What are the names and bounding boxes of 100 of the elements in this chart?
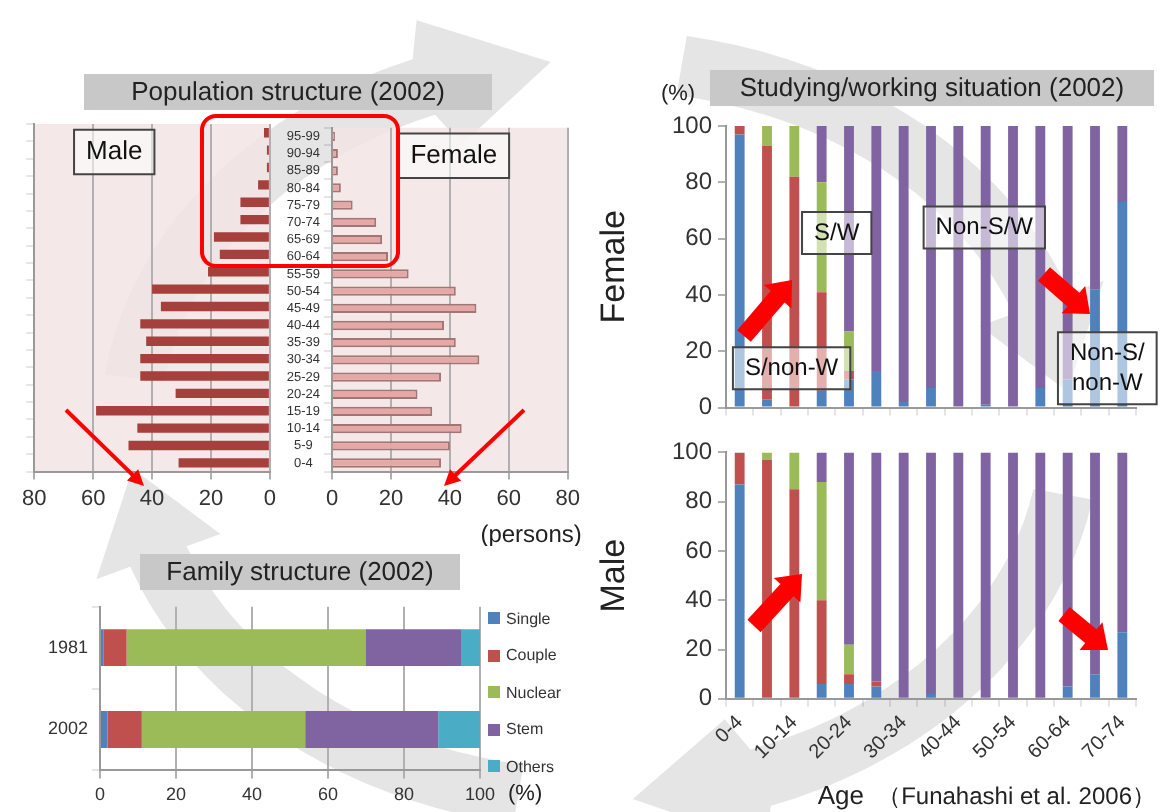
x-tick-label: 40: [139, 486, 165, 511]
bar: [101, 711, 108, 748]
bar: [126, 629, 366, 667]
bar: [844, 674, 854, 685]
bar: [734, 134, 745, 407]
x-tick-label: 40: [437, 486, 463, 511]
bar: [240, 214, 269, 225]
bar: [1117, 452, 1128, 633]
bar: [103, 629, 127, 667]
bar: [816, 126, 827, 183]
bar: [240, 197, 269, 207]
bar: [844, 452, 854, 645]
x-axis-title: Age: [817, 780, 864, 810]
y-tick-label: 0: [698, 683, 713, 712]
bar: [789, 452, 800, 490]
bar: [898, 401, 909, 407]
series-label: S/non-W: [744, 352, 840, 381]
bar: [953, 452, 964, 698]
legend-label: Couple: [506, 646, 557, 665]
x-tick-label: 20: [198, 486, 224, 511]
legend-label: Stem: [506, 720, 544, 739]
bar: [734, 452, 745, 485]
bar: [1090, 126, 1100, 290]
bar: [762, 399, 772, 407]
bar: [871, 126, 882, 371]
bar: [980, 452, 991, 698]
bar: [128, 440, 269, 451]
y-tick-label: 40: [685, 279, 713, 308]
bar: [816, 600, 827, 685]
x-tick-label: 60: [496, 486, 522, 511]
bar: [1035, 126, 1046, 388]
bar: [871, 681, 882, 687]
bar: [1062, 452, 1073, 687]
bar: [107, 711, 142, 748]
y-tick-label: 1981: [47, 636, 88, 657]
x-tick-label: 80: [21, 486, 47, 511]
bar: [438, 711, 480, 748]
bar: [1035, 387, 1046, 407]
bar: [762, 452, 772, 460]
bar: [1062, 379, 1073, 407]
bar: [152, 284, 269, 294]
y-tick-label: 100: [671, 437, 713, 466]
text: Male: [86, 135, 143, 166]
bar: [1090, 674, 1100, 698]
bar: [898, 452, 909, 698]
bar: [844, 644, 854, 675]
chart-title: Population structure (2002): [84, 74, 492, 110]
bar: [141, 711, 306, 748]
x-axis-title: (%): [508, 782, 543, 807]
bar: [1062, 686, 1073, 698]
y-tick-label: 40: [685, 584, 713, 613]
bar: [140, 371, 269, 381]
bar: [898, 126, 909, 402]
x-tick-label: 0: [325, 486, 339, 511]
x-tick-label: 20: [378, 486, 404, 511]
bar: [160, 301, 269, 312]
series-label: S/W: [814, 217, 861, 246]
x-tick-label: 40: [241, 784, 263, 805]
y-tick-label: 20: [685, 634, 713, 663]
x-tick-label: 80: [393, 784, 415, 805]
legend-label: Others: [506, 757, 555, 776]
bar: [146, 336, 269, 346]
bar: [366, 629, 461, 667]
bar: [844, 684, 854, 698]
y-tick-label: 60: [685, 223, 713, 252]
bar: [213, 232, 269, 242]
y-tick-label: 2002: [47, 718, 88, 739]
text: (%): [660, 82, 696, 106]
bar: [871, 370, 882, 407]
bar: [137, 423, 269, 433]
bar: [926, 387, 936, 407]
legend-label: Nuclear: [506, 683, 562, 702]
chart-title: Studying/working situation (2002): [710, 70, 1154, 106]
y-tick-label: 100: [671, 110, 713, 139]
bar: [926, 452, 936, 694]
y-axis-title: Male: [593, 538, 632, 613]
text: Female: [410, 138, 498, 169]
series-label: Non-S/non-W: [1069, 337, 1146, 396]
bar: [263, 128, 269, 138]
y-tick-label: 20: [685, 335, 713, 364]
bar: [816, 684, 827, 698]
bar: [871, 452, 882, 682]
text: （Funahashi et al. 2006）: [877, 782, 1156, 810]
y-axis-title: Female: [593, 210, 632, 324]
bar: [1035, 452, 1046, 698]
legend-label: Single: [506, 609, 551, 628]
bar: [175, 388, 269, 399]
bar: [140, 353, 269, 364]
y-tick-label: 60: [685, 535, 713, 564]
bar: [96, 406, 269, 416]
bar: [1117, 632, 1128, 698]
bar: [926, 126, 936, 388]
bar: [305, 711, 439, 748]
x-tick-label: 0: [94, 784, 106, 805]
bar: [461, 629, 480, 667]
x-tick-label: 60: [317, 784, 339, 805]
x-tick-label: 0: [263, 486, 277, 511]
bar: [734, 126, 745, 135]
series-label: Non-S/W: [935, 212, 1035, 240]
bar: [1117, 126, 1128, 203]
